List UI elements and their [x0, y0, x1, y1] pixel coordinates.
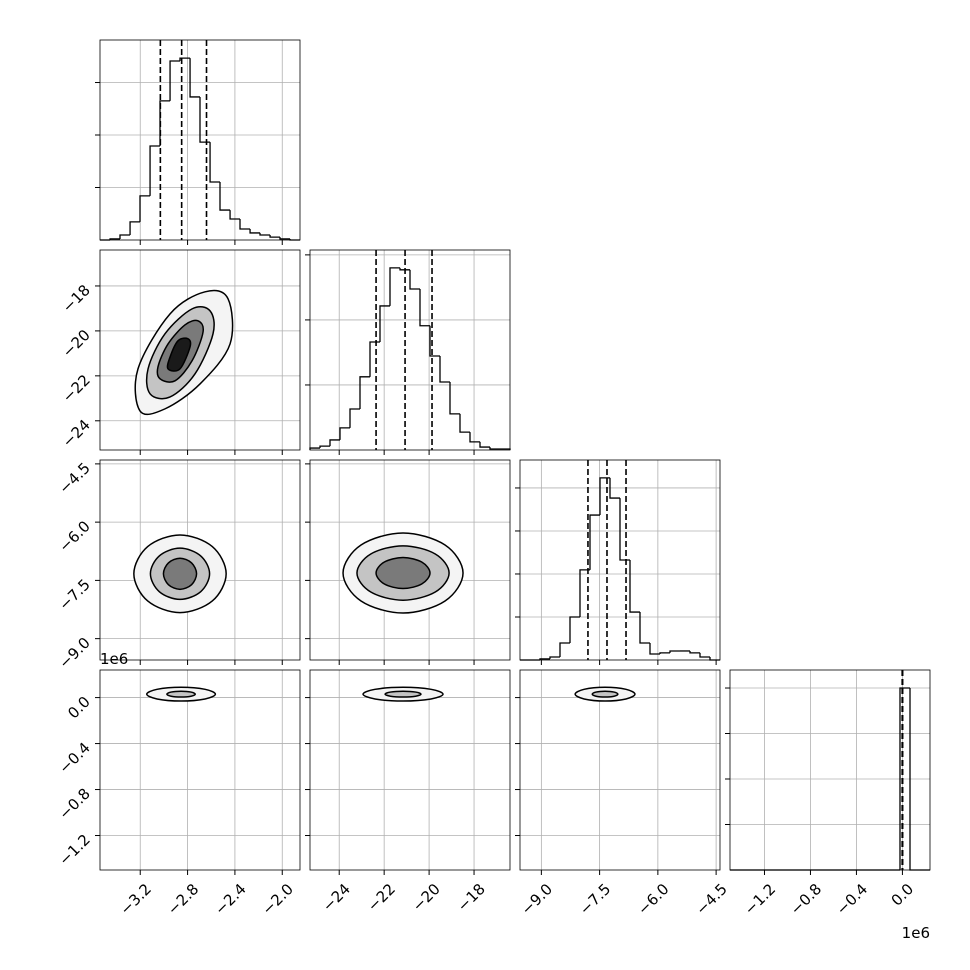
- panel-frame: [99, 459, 301, 661]
- histogram-bin: [659, 652, 670, 654]
- histogram-bin: [579, 569, 590, 617]
- x-tick-label: −2.0: [259, 880, 297, 918]
- panel-frame: [309, 669, 511, 871]
- y-tick-label: −6.0: [55, 517, 93, 555]
- panel-frame: [99, 669, 301, 871]
- histogram-bin: [349, 408, 360, 428]
- x-tick-label: −18: [454, 880, 489, 915]
- x-tick-label: −9.0: [518, 880, 556, 918]
- x-tick-label: −3.2: [116, 880, 154, 918]
- histogram-bin: [619, 498, 630, 561]
- y-tick-label: −7.5: [55, 575, 93, 613]
- histogram-bin: [409, 269, 420, 290]
- y-tick-label: −9.0: [55, 634, 93, 672]
- histogram-bin: [369, 341, 380, 377]
- histogram-bin: [189, 58, 200, 98]
- panel-frame: [99, 39, 301, 241]
- histogram-bin: [489, 447, 500, 450]
- x-tick-label: −6.0: [634, 880, 672, 918]
- histogram-bin: [549, 656, 560, 659]
- histogram-bin: [569, 616, 580, 644]
- histogram-bin: [469, 432, 480, 443]
- x-tick-label: −0.4: [833, 880, 871, 918]
- histogram-bin: [269, 235, 280, 238]
- y-tick-label: −24: [59, 416, 94, 451]
- histogram-bin: [229, 210, 240, 220]
- histogram-bin: [399, 267, 410, 271]
- x-tick-label: −22: [364, 880, 399, 915]
- panel-frame: [309, 249, 511, 451]
- y-tick-label: −0.8: [55, 785, 93, 823]
- histogram-bin: [699, 652, 710, 658]
- histogram-bin: [609, 477, 620, 499]
- histogram-bin: [219, 181, 231, 211]
- x-tick-label: 0.0: [888, 880, 918, 910]
- y-tick-label: −4.5: [55, 459, 93, 497]
- histogram-bin: [379, 305, 390, 343]
- panel-frame: [309, 459, 511, 661]
- y-tick-label: −22: [59, 371, 94, 406]
- histogram-bin: [589, 514, 600, 570]
- histogram-bin: [259, 232, 271, 236]
- histogram-bin: [389, 267, 400, 306]
- x-tick-label: −1.2: [741, 880, 779, 918]
- histogram-bin: [359, 376, 370, 410]
- histogram-bin: [319, 445, 330, 449]
- histogram-bin: [169, 60, 180, 101]
- panel-frame: [729, 669, 931, 871]
- y-tick-label: −1.2: [55, 831, 93, 869]
- histogram-bin: [459, 413, 470, 433]
- y-tick-label: −20: [59, 326, 94, 361]
- contour: [162, 557, 198, 591]
- histogram-bin: [649, 643, 660, 655]
- histogram-bin: [279, 237, 291, 240]
- histogram-bin: [209, 142, 220, 183]
- histogram-bin: [139, 195, 151, 222]
- x-tick-label: −7.5: [576, 880, 614, 918]
- histogram-bin: [629, 560, 640, 613]
- histogram-bin: [599, 477, 610, 516]
- contour: [166, 690, 197, 698]
- histogram-bin: [439, 356, 450, 383]
- histogram-bin: [329, 439, 340, 447]
- histogram-bin: [639, 612, 650, 644]
- histogram-bin: [429, 325, 440, 357]
- x-tick-label: −24: [319, 880, 354, 915]
- histogram-bin: [339, 427, 350, 440]
- x-tick-label: −2.4: [211, 880, 249, 918]
- x-tick-label: −0.8: [787, 880, 825, 918]
- histogram-bin: [559, 642, 570, 657]
- histogram-bin: [899, 687, 910, 870]
- x-tick-label: −4.5: [692, 880, 730, 918]
- y-tick-label: 0.0: [64, 693, 94, 723]
- panel-frame: [99, 249, 301, 451]
- histogram-bin: [449, 382, 460, 415]
- panel-frame: [519, 669, 721, 871]
- contour: [375, 556, 431, 590]
- contour: [591, 690, 619, 698]
- y-tick-label: −0.4: [55, 739, 93, 777]
- histogram-bin: [249, 228, 260, 234]
- x-tick-label: −2.8: [164, 880, 202, 918]
- x-offset-label: 1e6: [902, 924, 930, 942]
- histogram-bin: [159, 100, 171, 147]
- contour: [166, 337, 192, 372]
- histogram-bin: [129, 221, 140, 236]
- histogram-bin: [179, 57, 191, 61]
- histogram-bin: [239, 219, 251, 230]
- histogram-bin: [689, 650, 700, 654]
- histogram-bin: [709, 656, 720, 661]
- y-tick-label: −18: [59, 281, 94, 316]
- histogram-bin: [479, 441, 490, 448]
- contour: [384, 690, 422, 698]
- histogram-bin: [149, 145, 160, 196]
- y-offset-label: 1e6: [100, 650, 128, 668]
- panel-frame: [519, 459, 721, 661]
- histogram-bin: [419, 289, 430, 327]
- histogram-bin: [669, 650, 680, 653]
- histogram-bin: [119, 234, 131, 239]
- x-tick-label: −20: [409, 880, 444, 915]
